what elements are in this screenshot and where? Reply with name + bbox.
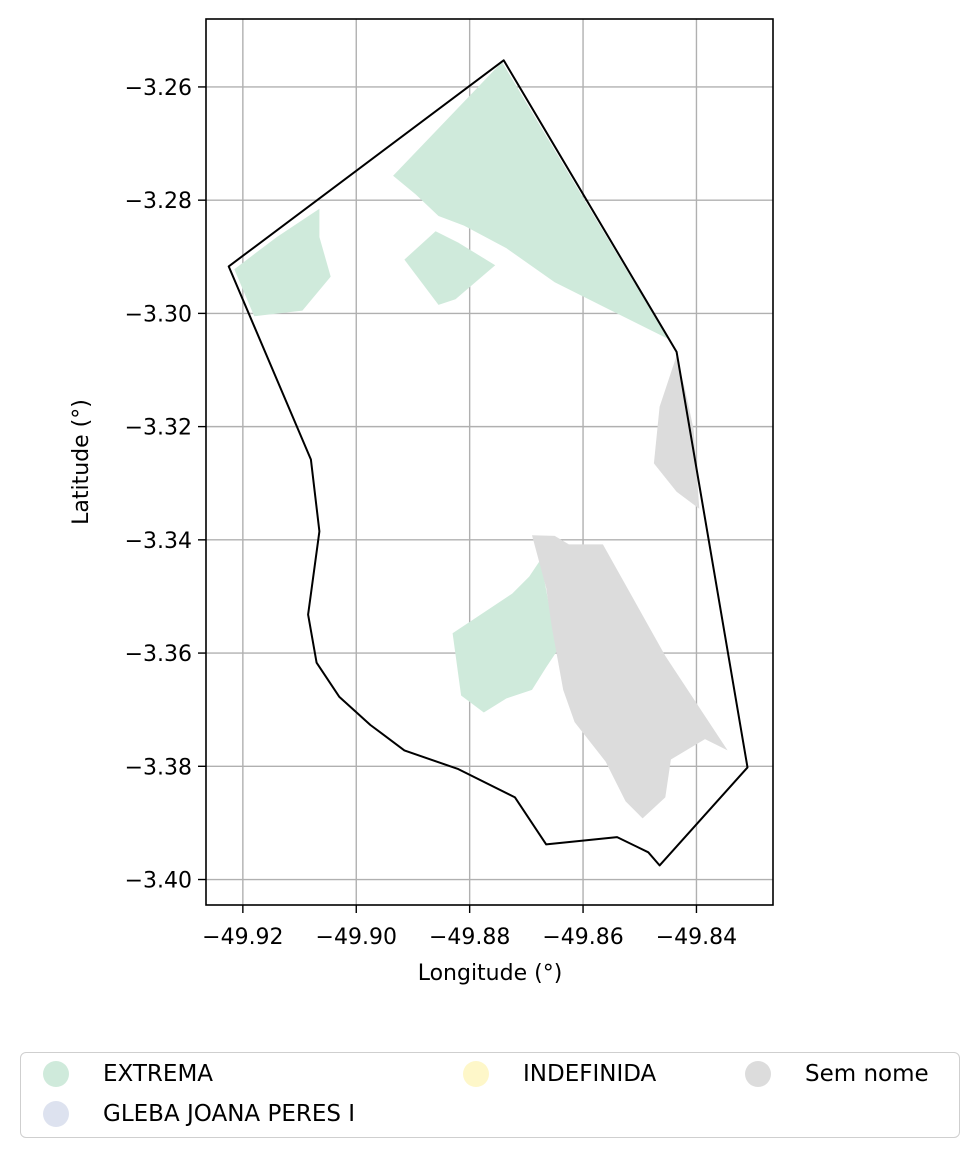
legend-swatch-indefinida-icon	[463, 1061, 489, 1087]
category-regions	[234, 62, 728, 819]
x-tick-label: −49.84	[656, 925, 737, 950]
legend-item-sem-nome: Sem nome	[745, 1059, 929, 1089]
y-tick-label: −3.34	[125, 529, 192, 554]
y-tick-label: −3.32	[125, 416, 192, 441]
y-tick-label: −3.36	[125, 642, 192, 667]
y-axis-label: Latitude (°)	[69, 399, 94, 525]
y-tick-label: −3.30	[125, 302, 192, 327]
x-axis-ticks: −49.92 −49.90 −49.88 −49.86 −49.84	[202, 905, 737, 950]
legend: EXTREMA GLEBA JOANA PERES I INDEFINIDA S…	[20, 1052, 960, 1138]
region-extrema	[404, 231, 496, 305]
legend-swatch-extrema-icon	[43, 1061, 69, 1087]
region-extrema	[393, 62, 669, 339]
boundary-outline	[227, 59, 749, 867]
legend-label: GLEBA JOANA PERES I	[103, 1101, 356, 1127]
legend-item-gleba-joana-peres-i: GLEBA JOANA PERES I	[43, 1099, 355, 1129]
x-axis-label: Longitude (°)	[418, 961, 563, 986]
y-tick-label: −3.26	[125, 76, 192, 101]
legend-swatch-gleba-icon	[43, 1101, 69, 1127]
y-tick-label: −3.28	[125, 189, 192, 214]
study-area-boundary	[227, 59, 749, 867]
legend-item-indefinida: INDEFINIDA	[463, 1059, 656, 1089]
region-sem-nome	[653, 355, 700, 509]
legend-label: Sem nome	[805, 1061, 929, 1087]
legend-item-extrema: EXTREMA	[43, 1059, 213, 1089]
y-axis-ticks: −3.26 −3.28 −3.30 −3.32 −3.34 −3.36 −3.38 −3.40	[125, 76, 206, 894]
map-figure: −49.92 −49.90 −49.88 −49.86 −49.84 −3.26−3.2…	[69, 18, 774, 986]
region-extrema	[452, 559, 558, 713]
legend-swatch-sem-nome-icon	[745, 1061, 771, 1087]
region-sem-nome	[532, 535, 728, 819]
x-tick-label: −49.90	[316, 925, 397, 950]
x-tick-label: −49.86	[542, 925, 623, 950]
legend-label: EXTREMA	[103, 1061, 214, 1087]
axes-frame	[205, 18, 774, 906]
x-tick-label: −49.88	[429, 925, 510, 950]
y-tick-label: −3.38	[125, 755, 192, 780]
region-extrema	[234, 208, 331, 317]
y-tick-label: −3.40	[125, 869, 192, 894]
x-tick-label: −49.92	[202, 925, 283, 950]
legend-label: INDEFINIDA	[523, 1061, 657, 1087]
